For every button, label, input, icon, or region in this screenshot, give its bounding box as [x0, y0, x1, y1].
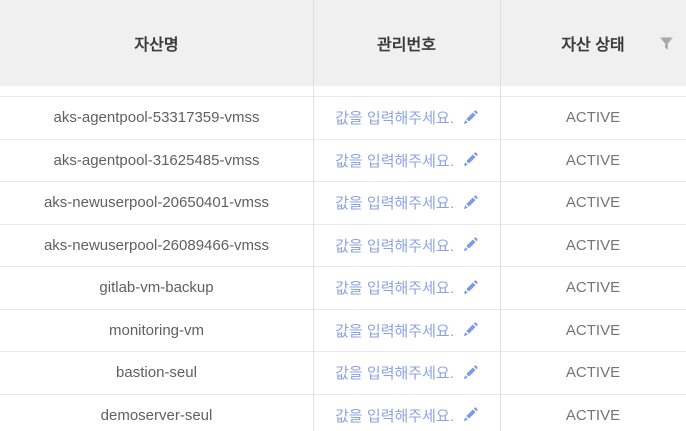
management-no-placeholder[interactable]: 값을 입력해주세요. — [335, 195, 454, 213]
management-no-cell: 값을 입력해주세요. — [313, 225, 500, 267]
pencil-edit-icon[interactable] — [462, 407, 478, 423]
table-row: aks-agentpool-53317359-vmss 값을 입력해주세요. A… — [0, 96, 686, 139]
management-no-placeholder[interactable]: 값을 입력해주세요. — [335, 110, 454, 128]
management-no-placeholder[interactable]: 값을 입력해주세요. — [335, 280, 454, 298]
table-row: aks-newuserpool-26089466-vmss 값을 입력해주세요.… — [0, 223, 686, 267]
management-no-cell: 값을 입력해주세요. — [313, 267, 500, 309]
filter-funnel-icon[interactable] — [657, 34, 675, 52]
status-cell: ACTIVE — [565, 279, 621, 297]
table-row: monitoring-vm 값을 입력해주세요. ACTIVE — [0, 308, 686, 352]
table-row: aks-agentpool-31625485-vmss 값을 입력해주세요. A… — [0, 138, 686, 182]
asset-name-cell: bastion-seul — [116, 364, 197, 382]
column-header-asset-status-label: 자산 상태 — [561, 37, 625, 54]
status-cell: ACTIVE — [565, 194, 621, 212]
status-cell: ACTIVE — [565, 151, 621, 169]
asset-name-cell: monitoring-vm — [108, 321, 205, 339]
status-cell: ACTIVE — [565, 364, 621, 382]
management-no-cell: 값을 입력해주세요. — [313, 140, 500, 182]
asset-name-cell: demoserver-seul — [100, 406, 213, 424]
column-divider — [313, 0, 314, 431]
pencil-edit-icon[interactable] — [462, 365, 478, 381]
asset-name-cell: aks-agentpool-31625485-vmss — [53, 151, 260, 169]
management-no-placeholder[interactable]: 값을 입력해주세요. — [335, 365, 454, 383]
column-header-management-no: 관리번호 — [377, 37, 436, 54]
table-row: aks-newuserpool-20650401-vmss 값을 입력해주세요.… — [0, 181, 686, 224]
asset-name-cell: aks-newuserpool-26089466-vmss — [43, 236, 270, 254]
management-no-cell: 값을 입력해주세요. — [313, 310, 500, 352]
column-header-asset-status: 자산 상태 — [500, 0, 686, 86]
status-cell: ACTIVE — [565, 406, 621, 424]
status-cell: ACTIVE — [565, 236, 621, 254]
management-no-cell: 값을 입력해주세요. — [313, 182, 500, 224]
pencil-edit-icon[interactable] — [462, 322, 478, 338]
pencil-edit-icon[interactable] — [462, 280, 478, 296]
table-row: gitlab-vm-backup 값을 입력해주세요. ACTIVE — [0, 266, 686, 309]
table-header-row: 자산명 관리번호 자산 상태 — [0, 0, 686, 86]
table-row: demoserver-seul 값을 입력해주세요. ACTIVE — [0, 393, 686, 431]
column-divider — [500, 0, 501, 431]
asset-name-cell: aks-newuserpool-20650401-vmss — [43, 194, 270, 212]
asset-name-cell: aks-agentpool-53317359-vmss — [53, 109, 260, 127]
pencil-edit-icon[interactable] — [462, 195, 478, 211]
asset-name-cell: gitlab-vm-backup — [99, 279, 214, 297]
pencil-edit-icon[interactable] — [462, 237, 478, 253]
management-no-placeholder[interactable]: 값을 입력해주세요. — [335, 322, 454, 340]
column-header-asset-name: 자산명 — [134, 37, 179, 54]
management-no-cell: 값을 입력해주세요. — [313, 395, 500, 431]
header-gap — [0, 86, 686, 96]
management-no-placeholder[interactable]: 값을 입력해주세요. — [335, 152, 454, 170]
management-no-cell: 값을 입력해주세요. — [313, 352, 500, 394]
table-row: bastion-seul 값을 입력해주세요. ACTIVE — [0, 351, 686, 394]
status-cell: ACTIVE — [565, 321, 621, 339]
pencil-edit-icon[interactable] — [462, 152, 478, 168]
management-no-placeholder[interactable]: 값을 입력해주세요. — [335, 237, 454, 255]
status-cell: ACTIVE — [565, 109, 621, 127]
management-no-placeholder[interactable]: 값을 입력해주세요. — [335, 407, 454, 425]
pencil-edit-icon[interactable] — [462, 110, 478, 126]
management-no-cell: 값을 입력해주세요. — [313, 97, 500, 139]
